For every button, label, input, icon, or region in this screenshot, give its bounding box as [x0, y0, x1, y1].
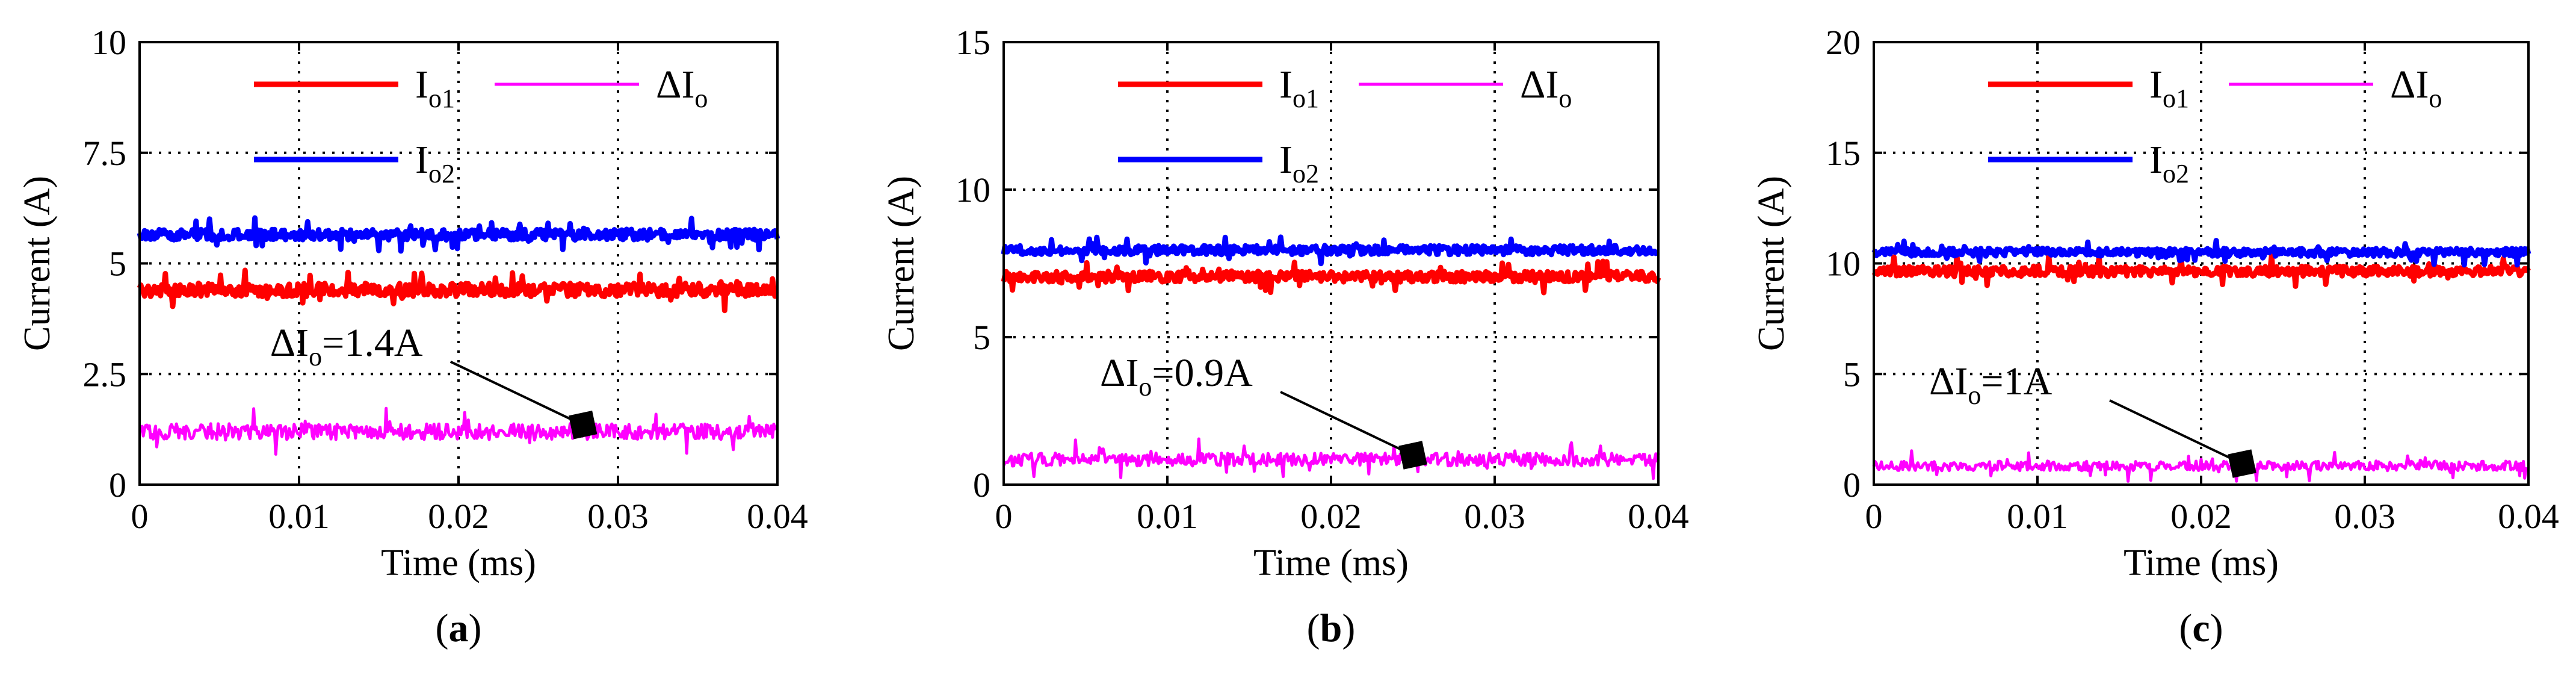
y-axis-label: Current (A): [1751, 176, 1792, 351]
legend: Io1 ΔIo Io2: [1988, 63, 2442, 188]
y-axis-label: Current (A): [17, 176, 58, 351]
x-tick-label: 0.01: [1137, 497, 1198, 536]
annotation-leader: [2109, 399, 2243, 465]
series-line-ΔIo: [138, 406, 779, 456]
annotation: ΔIo=0.9A: [1100, 351, 1427, 470]
y-tick-label: 0: [109, 465, 126, 505]
annotation-text: ΔIo=0.9A: [1100, 351, 1253, 402]
legend: Io1 ΔIo Io2: [1118, 63, 1572, 188]
y-tick-label: 2.5: [83, 355, 127, 394]
y-tick-label: 0: [973, 465, 990, 505]
x-tick-label: 0: [995, 497, 1013, 536]
legend-label-Io1: Io1: [1279, 63, 1319, 113]
legend-label-ΔIo: ΔIo: [656, 63, 708, 113]
x-tick-label: 0.03: [587, 497, 649, 536]
x-tick-label: 0: [131, 497, 149, 536]
x-tick-label: 0.02: [428, 497, 489, 536]
subfigure-label: (b): [1307, 606, 1356, 650]
x-tick-label: 0.03: [1464, 497, 1525, 536]
y-tick-label: 15: [956, 23, 990, 62]
series-line-Io2: [1001, 234, 1660, 267]
legend-label-Io1: Io1: [415, 63, 455, 113]
legend-label-Io1: Io1: [2149, 63, 2189, 113]
annotation-marker: [2228, 449, 2256, 478]
x-axis-label: Time (ms): [2124, 542, 2279, 583]
y-tick-label: 10: [1826, 244, 1861, 284]
y-tick-label: 20: [1826, 23, 1861, 62]
series-line-Io1: [137, 267, 779, 314]
subfigure-label: (a): [436, 606, 482, 650]
series-line-Io2: [137, 215, 780, 254]
legend-label-Io2: Io2: [415, 138, 455, 188]
x-tick-label: 0.02: [1300, 497, 1362, 536]
legend-label-ΔIo: ΔIo: [2390, 63, 2442, 113]
plot-area: [1004, 42, 1658, 485]
x-tick-label: 0.04: [2498, 497, 2559, 536]
x-tick-label: 0.01: [2007, 497, 2068, 536]
y-tick-label: 15: [1826, 134, 1861, 173]
y-tick-label: 5: [973, 318, 990, 357]
x-tick-label: 0.04: [1628, 497, 1689, 536]
series-line-ΔIo: [1872, 449, 2529, 483]
chart-panel-b: 0 0.01 0.02 0.03 0.04 0 5 10 15 Time (ms) Current …: [881, 23, 1689, 650]
annotation: ΔIo=1.4A: [270, 321, 598, 440]
x-tick-label: 0.02: [2170, 497, 2232, 536]
y-tick-label: 5: [1843, 355, 1861, 394]
y-tick-label: 10: [91, 23, 126, 62]
y-tick-label: 0: [1843, 465, 1861, 505]
legend-label-Io2: Io2: [1279, 138, 1319, 188]
annotation-leader: [449, 360, 584, 426]
y-tick-label: 5: [109, 244, 126, 284]
series-line-Io1: [1001, 258, 1661, 296]
legend-label-Io2: Io2: [2149, 138, 2189, 188]
y-tick-label: 10: [956, 170, 990, 210]
legend: Io1 ΔIo Io2: [254, 63, 708, 188]
annotation-leader: [1280, 391, 1413, 456]
x-tick-label: 0: [1865, 497, 1883, 536]
chart-panel-a: 0 0.01 0.02 0.03 0.04 0 2.5 5 7.5 10 Time (ms) Curr…: [17, 23, 808, 650]
annotation-text: ΔIo=1A: [1929, 359, 2052, 410]
x-tick-label: 0.01: [268, 497, 330, 536]
annotation-marker: [568, 411, 598, 440]
series-line-Io2: [1871, 238, 2531, 268]
series-line-Io1: [1871, 253, 2531, 289]
legend-label-ΔIo: ΔIo: [1520, 63, 1572, 113]
annotation-marker: [1398, 441, 1427, 470]
x-axis-label: Time (ms): [1253, 542, 1409, 583]
chart-panel-c: 0 0.01 0.02 0.03 0.04 0 5 10 15 20 Time (ms) Curren…: [1751, 23, 2559, 650]
y-axis-label: Current (A): [881, 176, 922, 351]
x-tick-label: 0.04: [747, 497, 808, 536]
annotation: ΔIo=1A: [1929, 359, 2256, 478]
x-axis-label: Time (ms): [381, 542, 536, 583]
subfigure-label: (c): [2179, 606, 2223, 650]
annotation-text: ΔIo=1.4A: [270, 321, 423, 371]
y-tick-label: 7.5: [83, 134, 127, 173]
x-tick-label: 0.03: [2334, 497, 2395, 536]
series-line-ΔIo: [1002, 437, 1660, 480]
